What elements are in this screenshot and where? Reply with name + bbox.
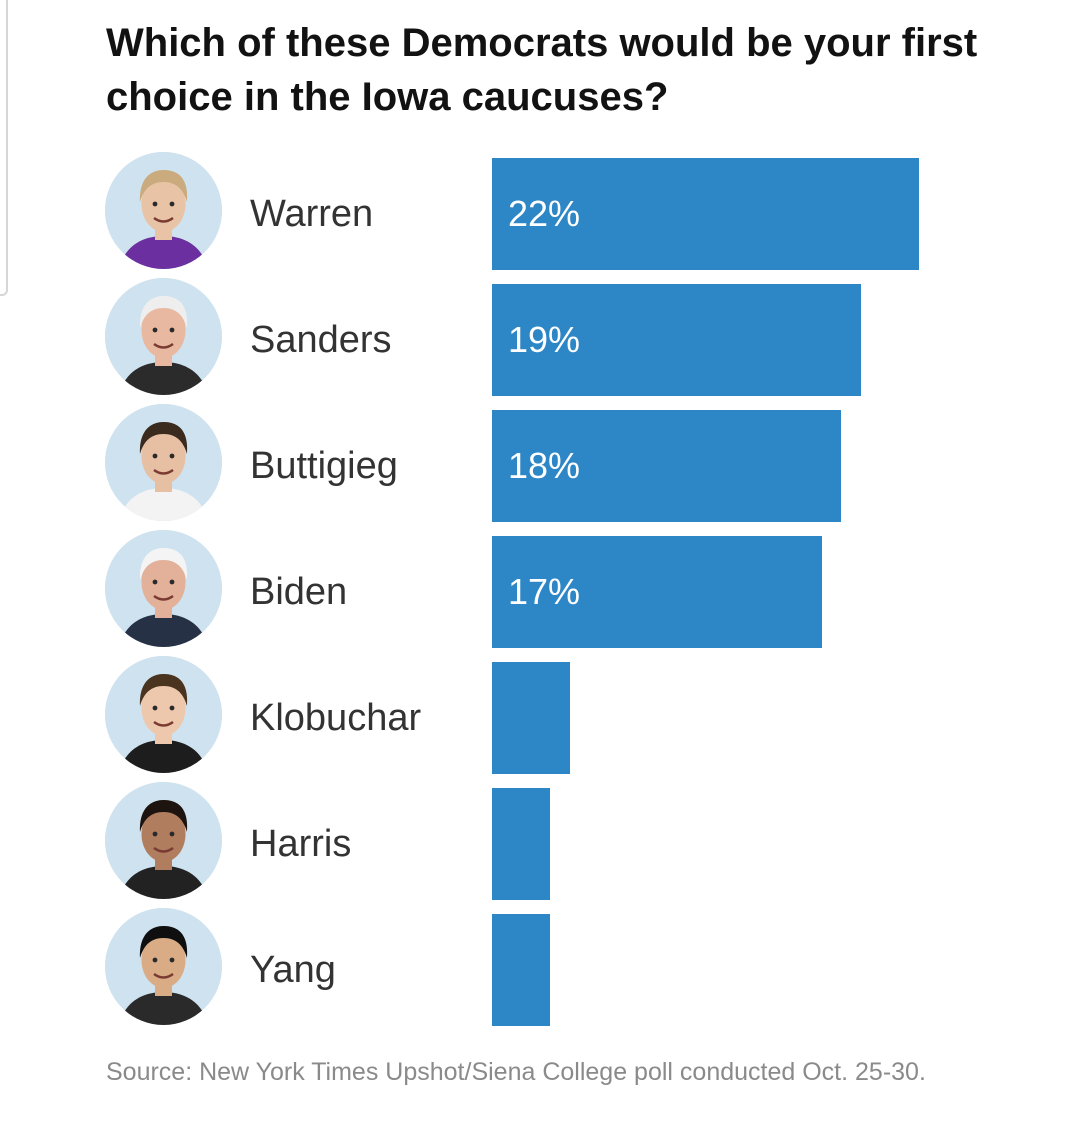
bar-yang (492, 914, 550, 1026)
bar-harris (492, 788, 550, 900)
page-edge-divider (0, 0, 8, 296)
avatar-sanders (105, 278, 222, 395)
chart-row-warren: Warren 22% (0, 152, 1077, 278)
avatar-biden (105, 530, 222, 647)
bar-value-label: 19% (508, 319, 581, 360)
chart-rows: Warren 22% Sanders 19% Buttigieg 18% Biden 17% K… (0, 152, 1077, 1034)
avatar-yang (105, 908, 222, 1025)
chart-row-klobuchar: Klobuchar (0, 656, 1077, 782)
bar-warren (492, 158, 919, 270)
bar-biden (492, 536, 822, 648)
chart-row-yang: Yang (0, 908, 1077, 1034)
bar-value-label: 17% (508, 571, 581, 612)
bar-sanders (492, 284, 861, 396)
chart-title: Which of these Democrats would be your f… (106, 21, 978, 119)
avatar-klobuchar (105, 656, 222, 773)
category-label: Warren (250, 193, 374, 235)
chart-row-buttigieg: Buttigieg 18% (0, 404, 1077, 530)
bar-klobuchar (492, 662, 570, 774)
avatar-buttigieg (105, 404, 222, 521)
avatar-harris (105, 782, 222, 899)
bar-value-label: 22% (508, 193, 581, 234)
chart-row-harris: Harris (0, 782, 1077, 908)
category-label: Buttigieg (250, 445, 398, 487)
category-label: Biden (250, 571, 348, 613)
category-label: Harris (250, 823, 352, 865)
category-label: Yang (250, 949, 336, 991)
chart-row-sanders: Sanders 19% (0, 278, 1077, 404)
bar-value-label: 18% (508, 445, 581, 486)
category-label: Klobuchar (250, 697, 422, 739)
bar-buttigieg (492, 410, 841, 522)
chart-row-biden: Biden 17% (0, 530, 1077, 656)
source-note: Source: New York Times Upshot/Siena Coll… (106, 1058, 926, 1086)
category-label: Sanders (250, 319, 392, 361)
avatar-warren (105, 152, 222, 269)
